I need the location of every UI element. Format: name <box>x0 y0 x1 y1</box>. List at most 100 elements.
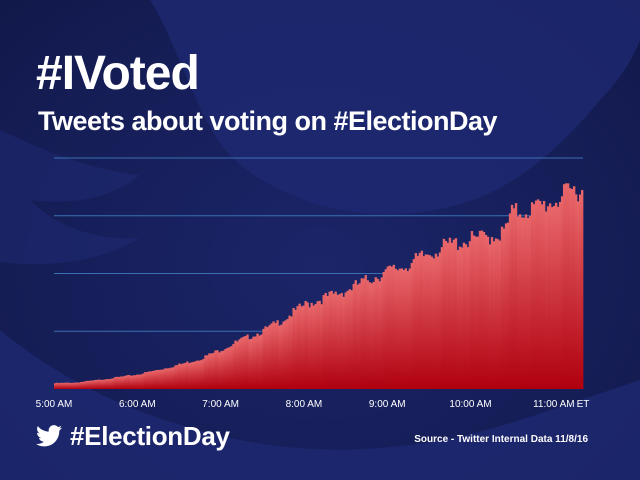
chart-bar <box>432 258 436 389</box>
chart-bar <box>290 316 293 389</box>
chart-bar <box>314 304 317 389</box>
chart-bar <box>480 230 484 389</box>
chart-subtitle: Tweets about voting on #ElectionDay <box>38 106 498 136</box>
chart-bar <box>88 380 91 389</box>
chart-bar <box>574 194 578 389</box>
chart-bar <box>176 365 179 389</box>
chart-bar <box>540 204 544 389</box>
chart-bar <box>196 360 199 389</box>
chart-bar <box>102 379 105 389</box>
chart-bar <box>98 379 101 389</box>
chart-bar <box>522 217 526 389</box>
chart-bar <box>198 360 201 389</box>
x-unit-label: ET <box>577 399 590 410</box>
chart-bar <box>164 368 167 389</box>
chart-bar <box>508 213 512 389</box>
chart-bar <box>498 240 502 389</box>
chart-bar <box>302 305 305 389</box>
chart-bar <box>534 200 538 389</box>
x-tick-label: 8:00 AM <box>286 399 323 410</box>
chart-bar <box>224 349 227 389</box>
chart-bar <box>260 334 263 389</box>
chart-bar <box>168 368 171 389</box>
chart-bar <box>338 294 341 389</box>
chart-bar <box>466 247 470 389</box>
chart-bar <box>112 378 115 389</box>
x-tick-label: 11:00 AM <box>533 399 575 410</box>
chart-bar <box>182 363 185 389</box>
x-tick-label: 6:00 AM <box>119 399 156 410</box>
chart-bar <box>500 226 504 389</box>
chart-bar <box>538 200 542 389</box>
chart-bar <box>406 271 410 389</box>
chart-bar <box>70 383 73 389</box>
chart-bar <box>76 382 79 389</box>
x-tick-label: 9:00 AM <box>369 399 406 410</box>
chart-bar <box>362 278 365 389</box>
chart-bar <box>366 280 369 389</box>
chart-bar <box>348 289 351 389</box>
chart-bar <box>250 338 253 389</box>
chart-bar <box>342 296 345 389</box>
chart-bar <box>90 380 93 389</box>
chart-bar <box>520 217 524 389</box>
chart-bar <box>548 203 552 389</box>
chart-bar <box>318 300 321 389</box>
chart-bar <box>64 382 67 389</box>
chart-bar <box>316 301 319 389</box>
chart-bar <box>132 375 135 389</box>
chart-bar <box>400 268 404 389</box>
chart-bar <box>228 347 231 389</box>
chart-bar <box>110 378 113 389</box>
x-tick-label: 5:00 AM <box>36 399 73 410</box>
chart-bar <box>320 304 323 389</box>
chart-bar <box>108 379 111 389</box>
chart-bar <box>454 238 458 389</box>
chart-bar <box>278 325 281 389</box>
chart-bar <box>448 237 452 389</box>
chart-bar <box>456 250 460 389</box>
chart-bar <box>270 323 273 389</box>
chart-bar <box>96 379 99 389</box>
chart-bar <box>222 350 225 389</box>
chart-bar <box>258 335 261 389</box>
x-axis-ticks: 5:00 AM 6:00 AM 7:00 AM 8:00 AM 9:00 AM 10:00… <box>36 399 590 410</box>
chart-bar <box>372 281 375 389</box>
chart-bar <box>300 306 303 389</box>
chart-bar <box>434 253 438 389</box>
chart-bar <box>468 241 472 389</box>
chart-bar <box>562 184 566 389</box>
chart-bar <box>62 382 65 389</box>
chart-bar <box>390 266 393 389</box>
chart-bar <box>272 321 275 389</box>
chart-bar <box>344 292 347 389</box>
chart-bar <box>426 254 430 389</box>
chart-bar <box>506 222 510 389</box>
x-tick-label: 10:00 AM <box>449 399 491 410</box>
chart-bar <box>350 290 353 389</box>
chart-bar <box>138 374 141 389</box>
chart-bar <box>146 372 149 389</box>
chart-bar <box>234 340 237 389</box>
chart-bar <box>356 284 359 389</box>
source-note: Source - Twitter Internal Data 11/8/16 <box>414 434 588 445</box>
chart-bar <box>124 375 127 389</box>
chart-bar <box>360 278 363 389</box>
chart-bar <box>288 315 291 389</box>
chart-bars <box>54 183 584 389</box>
chart-bar <box>126 375 129 389</box>
chart-bar <box>396 270 399 389</box>
chart-bar <box>544 211 548 389</box>
chart-bar <box>326 296 329 389</box>
chart-bar <box>174 365 177 389</box>
chart-bar <box>142 373 145 389</box>
chart-bar <box>581 190 584 389</box>
chart-bar <box>212 352 215 389</box>
twitter-bird-icon <box>36 425 62 447</box>
chart-bar <box>550 207 554 389</box>
chart-bar <box>404 268 408 389</box>
chart-bar <box>418 252 422 389</box>
chart-bar <box>346 290 349 389</box>
